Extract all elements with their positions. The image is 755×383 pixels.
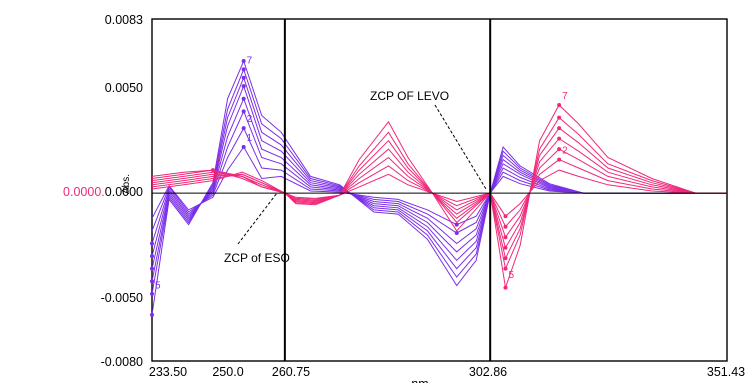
- series-marker: [241, 84, 246, 89]
- y-tick-label: 0.0000: [105, 185, 143, 199]
- series-marker: [150, 279, 154, 284]
- series-number-label: 1: [216, 156, 222, 167]
- series-marker: [503, 256, 508, 261]
- zcp-levo-annotation: ZCP OF LEVO: [370, 89, 487, 190]
- series-number-label: 5: [508, 270, 514, 281]
- series-marker: [241, 144, 246, 149]
- series-number-label: 2: [562, 146, 568, 157]
- series-marker: [241, 67, 246, 72]
- x-tick-label: 302.86: [469, 365, 507, 379]
- x-axis-ticks: 233.50 250.0 260.75 302.86 351.43: [149, 365, 745, 379]
- zcp-levo-label: ZCP OF LEVO: [370, 89, 449, 103]
- zcp-eso-annotation: ZCP of ESO: [224, 192, 290, 265]
- series-marker: [557, 103, 562, 108]
- series-marker: [150, 291, 154, 296]
- series-marker: [557, 157, 562, 162]
- series-line-levo-4: [151, 137, 727, 249]
- series-line-levo-2: [151, 159, 727, 228]
- y-axis-label: Abs.: [121, 174, 132, 194]
- series-marker: [503, 245, 508, 250]
- series-marker: [557, 126, 562, 131]
- series-layer: 1 2 5 7 1 2 5 7: [150, 55, 727, 317]
- series-number-label: 5: [155, 281, 161, 292]
- series-number-label: 1: [247, 133, 253, 144]
- series-marker: [557, 147, 562, 152]
- x-axis-label: nm: [411, 377, 428, 383]
- x-tick-label: 250.0: [212, 365, 243, 379]
- series-marker: [150, 241, 154, 246]
- series-marker: [241, 58, 246, 63]
- series-marker: [241, 75, 246, 80]
- series-marker: [454, 231, 459, 236]
- series-marker: [503, 285, 508, 290]
- series-marker: [503, 214, 508, 219]
- x-tick-label: 233.50: [149, 365, 187, 379]
- series-marker: [241, 126, 246, 131]
- series-number-label: 2: [247, 114, 253, 125]
- series-line-eso-1: [151, 146, 727, 226]
- series-marker: [150, 254, 154, 259]
- y-axis-ticks: 0.0083 0.0050 0.0000.0.0000 -0.0050 -0.0…: [63, 13, 143, 369]
- series-marker: [150, 312, 154, 317]
- y-tick-label: -0.0080: [101, 355, 143, 369]
- series-marker: [150, 266, 154, 271]
- series-marker: [557, 115, 562, 120]
- series-marker: [503, 224, 508, 229]
- plot-frame: [151, 18, 728, 362]
- zcp-eso-pointer: [237, 192, 278, 245]
- zcp-levo-pointer: [434, 104, 487, 190]
- y-tick-prefix: 0.0000.: [63, 185, 105, 199]
- x-tick-label: 260.75: [272, 365, 310, 379]
- series-marker: [503, 266, 508, 271]
- x-tick-label: 351.43: [707, 365, 745, 379]
- series-marker: [454, 222, 459, 227]
- y-tick-zero-row: 0.0000.0.0000: [63, 185, 143, 199]
- y-tick-label: -0.0050: [101, 291, 143, 305]
- series-marker: [241, 96, 246, 101]
- y-tick-label: 0.0083: [105, 13, 143, 27]
- zcp-eso-label: ZCP of ESO: [224, 251, 290, 265]
- series-number-label: 7: [247, 55, 253, 66]
- series-marker: [503, 235, 508, 240]
- series-number-label: 7: [562, 91, 568, 102]
- series-line-levo-7: [151, 104, 727, 288]
- y-tick-label: 0.0050: [105, 81, 143, 95]
- series-line-levo-6: [151, 116, 727, 271]
- series-marker: [241, 109, 246, 114]
- series-marker: [557, 136, 562, 141]
